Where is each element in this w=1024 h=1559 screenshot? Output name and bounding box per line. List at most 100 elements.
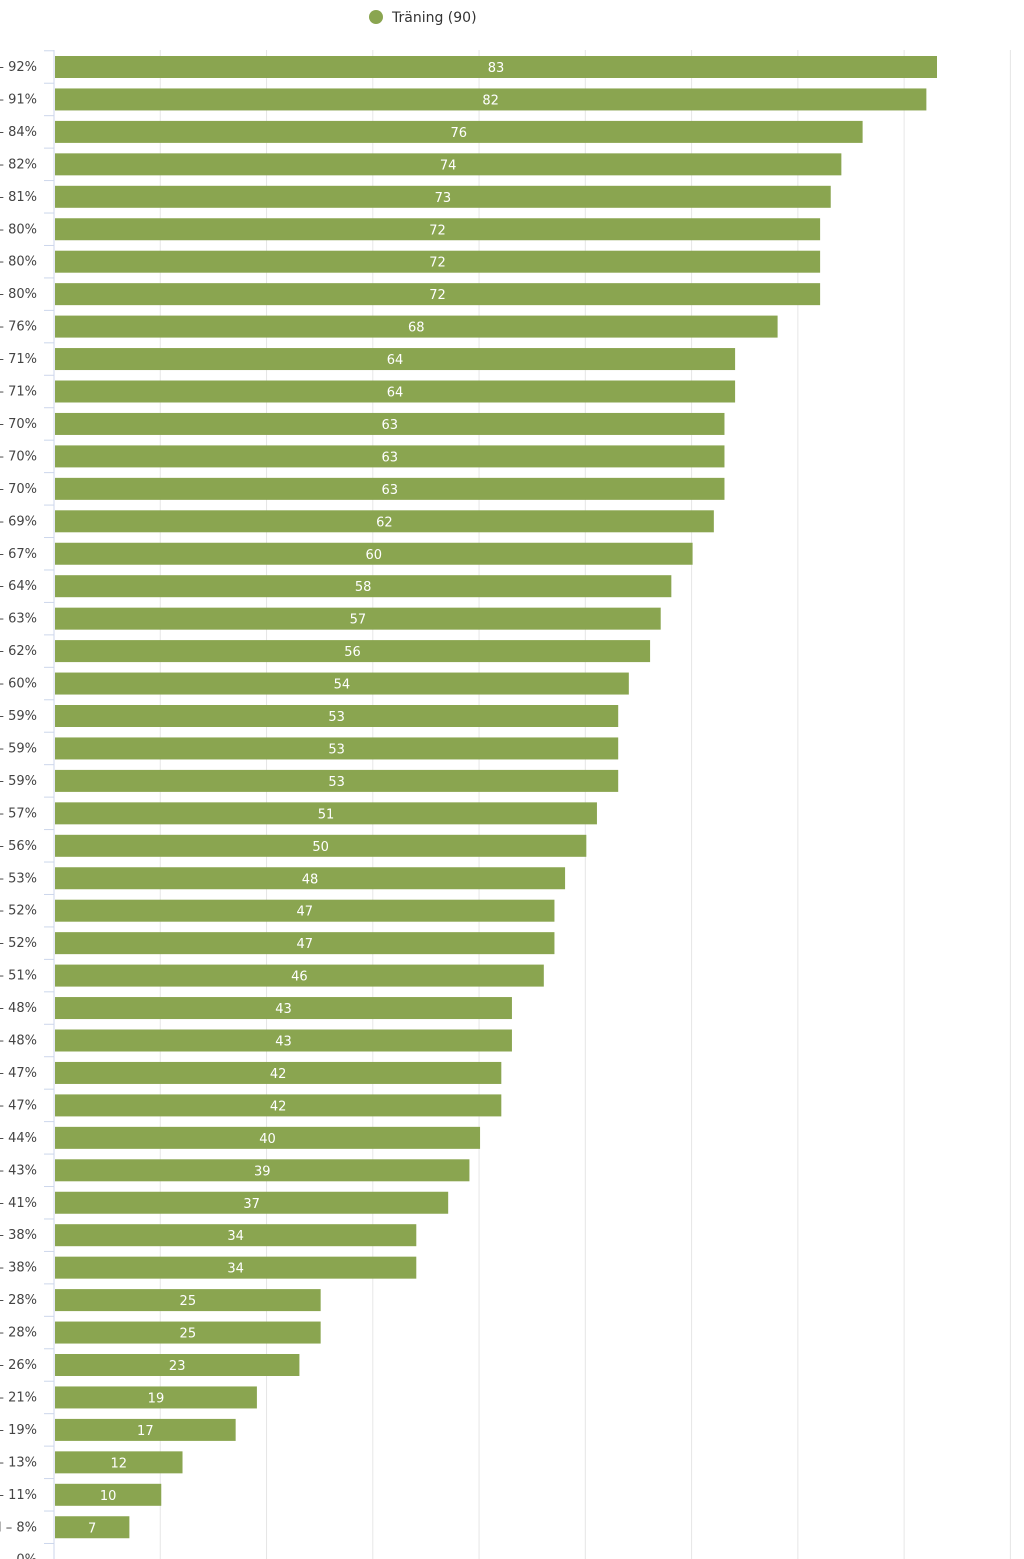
category-label: – 47%: [0, 1098, 37, 1113]
bar[interactable]: [55, 88, 927, 111]
bar[interactable]: [55, 997, 512, 1020]
bar[interactable]: [55, 380, 736, 403]
data-label: 19: [148, 1391, 165, 1406]
category-label: – 82%: [0, 157, 37, 172]
data-label: 72: [429, 223, 446, 238]
bar[interactable]: [55, 1516, 130, 1539]
category-label: – 48%: [0, 1001, 37, 1016]
bar[interactable]: [55, 834, 587, 857]
category-label: – 38%: [0, 1228, 37, 1243]
bar[interactable]: [55, 1029, 512, 1052]
category-label: – 80%: [0, 287, 37, 302]
data-label: 37: [243, 1197, 260, 1212]
bar[interactable]: [55, 607, 661, 630]
data-label: 62: [376, 515, 393, 530]
category-label: – 70%: [0, 482, 37, 497]
bar[interactable]: [55, 1256, 417, 1279]
category-labels: – 92% – 91% – 84% – 82% – 81% – 80% – 80% – 80%…: [0, 60, 37, 1559]
bars: [55, 56, 937, 1539]
category-label: – 71%: [0, 385, 37, 400]
category-label: – 62%: [0, 644, 37, 659]
data-label: 57: [350, 613, 367, 628]
bar[interactable]: [55, 120, 863, 143]
bar[interactable]: [55, 769, 619, 792]
bar[interactable]: [55, 315, 778, 338]
data-label: 58: [355, 580, 372, 595]
data-label: 74: [440, 158, 457, 173]
bar[interactable]: [55, 477, 725, 500]
category-label: – 53%: [0, 871, 37, 886]
bar[interactable]: [55, 1094, 502, 1117]
category-label: – 59%: [0, 774, 37, 789]
data-label: 72: [429, 288, 446, 303]
data-label: 73: [435, 191, 452, 206]
bar[interactable]: [55, 575, 672, 598]
data-label: 50: [312, 840, 329, 855]
bar[interactable]: [55, 1483, 162, 1506]
data-label: 68: [408, 321, 425, 336]
data-label: 64: [387, 386, 404, 401]
category-label: – 0%: [6, 1553, 37, 1559]
bar[interactable]: [55, 1224, 417, 1247]
bar[interactable]: [55, 640, 651, 663]
category-label: – 71%: [0, 352, 37, 367]
bar[interactable]: [55, 348, 736, 371]
bar[interactable]: [55, 1418, 236, 1441]
legend-marker: [369, 10, 383, 24]
legend[interactable]: Träning (90): [369, 10, 477, 26]
bar[interactable]: [55, 1386, 257, 1409]
category-label: – 19%: [0, 1423, 37, 1438]
bar[interactable]: [55, 1321, 321, 1344]
data-label: 72: [429, 256, 446, 271]
bar[interactable]: [55, 1061, 502, 1084]
category-label: – 28%: [0, 1293, 37, 1308]
data-label: 63: [381, 450, 398, 465]
data-label: 47: [296, 905, 313, 920]
data-label: 47: [296, 937, 313, 952]
bar[interactable]: [55, 802, 597, 825]
bar[interactable]: [55, 56, 937, 78]
category-label: – 80%: [0, 255, 37, 270]
data-label: 64: [387, 353, 404, 368]
category-label: – 28%: [0, 1326, 37, 1341]
data-label: 43: [275, 1002, 292, 1017]
bar[interactable]: [55, 705, 619, 727]
data-label: 53: [328, 775, 345, 790]
bar[interactable]: [55, 218, 821, 241]
bar[interactable]: [55, 542, 693, 565]
data-label: 83: [488, 61, 505, 76]
bar[interactable]: [55, 1126, 481, 1149]
bar[interactable]: [55, 250, 821, 273]
category-label: – 59%: [0, 709, 37, 724]
bar[interactable]: [55, 445, 725, 468]
data-label: 12: [110, 1456, 127, 1471]
bar[interactable]: [55, 1289, 321, 1312]
data-label: 34: [227, 1262, 244, 1277]
bar[interactable]: [55, 899, 555, 922]
bar[interactable]: [55, 964, 544, 987]
category-label: – 80%: [0, 222, 37, 237]
category-label: – 64%: [0, 579, 37, 594]
bar[interactable]: [55, 412, 725, 435]
bar[interactable]: [55, 185, 831, 208]
bar[interactable]: [55, 737, 619, 760]
category-label: – 67%: [0, 547, 37, 562]
bar[interactable]: [55, 867, 566, 890]
bar[interactable]: [55, 932, 555, 955]
bar[interactable]: [55, 510, 714, 533]
category-label: – 47%: [0, 1066, 37, 1081]
category-label: – 48%: [0, 1034, 37, 1049]
category-label: – 60%: [0, 677, 37, 692]
data-label: 53: [328, 742, 345, 757]
bar[interactable]: [55, 1191, 449, 1214]
bar[interactable]: [55, 1451, 183, 1474]
bar[interactable]: [55, 153, 842, 176]
category-label: – 76%: [0, 320, 37, 335]
bar[interactable]: [55, 283, 821, 306]
data-label: 60: [366, 548, 383, 563]
legend-label: Träning (90): [391, 10, 477, 26]
bar[interactable]: [55, 672, 629, 695]
bar[interactable]: [55, 1354, 300, 1376]
bar[interactable]: [55, 1159, 470, 1182]
